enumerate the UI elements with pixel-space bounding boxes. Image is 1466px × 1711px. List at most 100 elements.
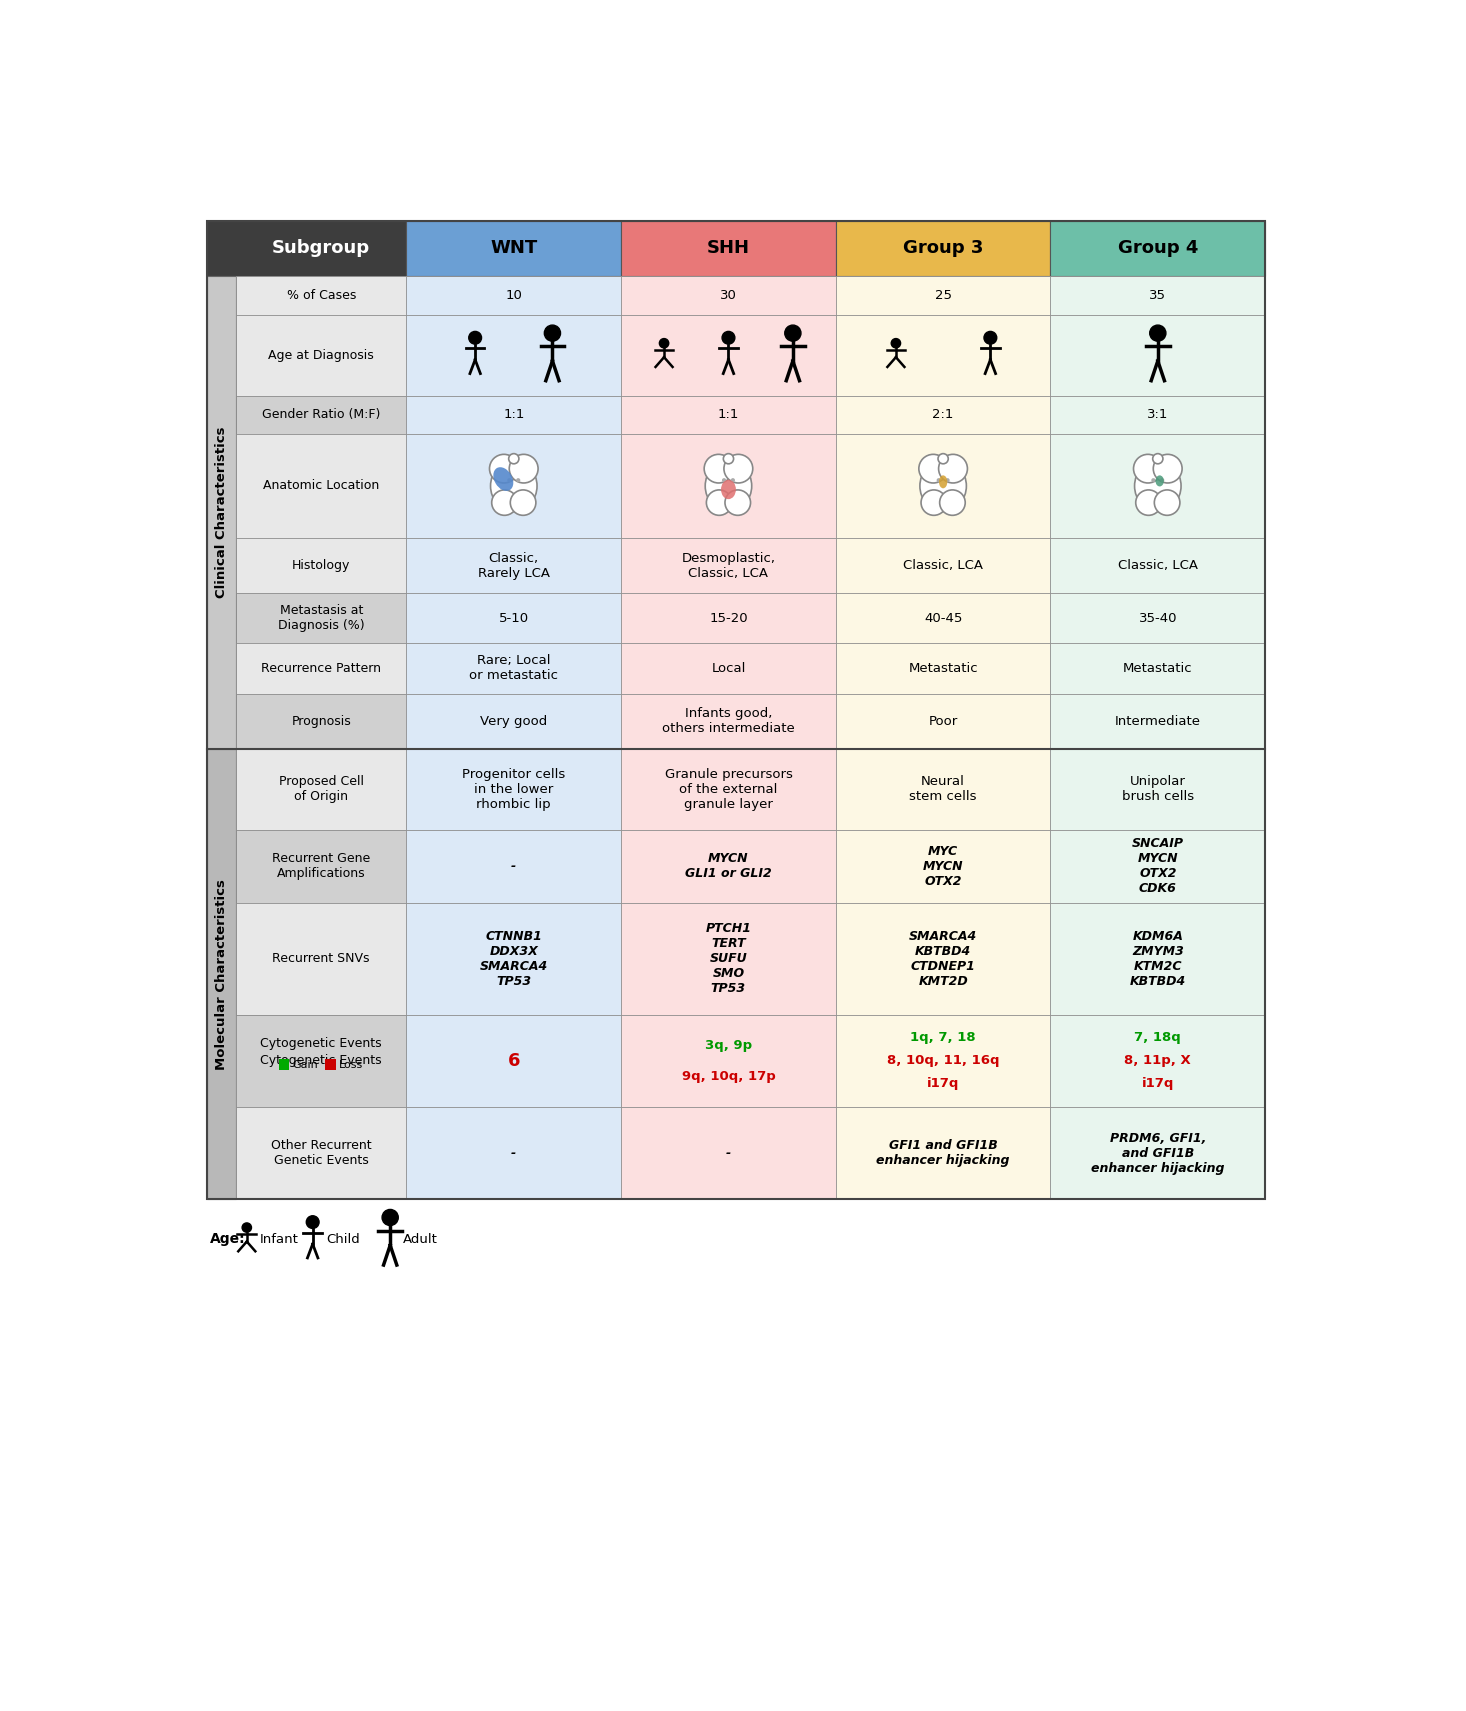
Bar	[207, 221, 406, 275]
Circle shape	[469, 332, 481, 344]
Text: 1q, 7, 18: 1q, 7, 18	[910, 1032, 976, 1044]
Circle shape	[1151, 477, 1155, 483]
Text: KDM6A
ZMYM3
KTM2C
KBTBD4: KDM6A ZMYM3 KTM2C KBTBD4	[1130, 929, 1186, 987]
Text: WNT: WNT	[490, 240, 538, 257]
Bar	[836, 435, 1051, 537]
Text: CTNNB1
DDX3X
SMARCA4
TP53: CTNNB1 DDX3X SMARCA4 TP53	[479, 929, 548, 987]
Ellipse shape	[491, 460, 537, 512]
Circle shape	[940, 489, 965, 515]
Bar	[836, 1015, 1051, 1107]
Text: 30: 30	[720, 289, 737, 301]
Text: Cytogenetic Events: Cytogenetic Events	[261, 1037, 383, 1051]
Bar	[406, 749, 622, 830]
Bar	[406, 395, 622, 435]
Text: Intermediate: Intermediate	[1114, 715, 1201, 727]
Circle shape	[921, 489, 947, 515]
Text: 3q, 9p: 3q, 9p	[705, 1039, 752, 1052]
Bar	[1051, 395, 1265, 435]
Bar	[836, 830, 1051, 903]
Circle shape	[938, 453, 949, 464]
Bar	[406, 537, 622, 594]
Text: Metastatic: Metastatic	[1123, 662, 1193, 674]
Bar	[406, 830, 622, 903]
Text: Gender Ratio (M:F): Gender Ratio (M:F)	[262, 409, 380, 421]
Text: 7, 18q: 7, 18q	[1135, 1032, 1182, 1044]
Bar	[406, 315, 622, 395]
Text: Classic,
Rarely LCA: Classic, Rarely LCA	[478, 551, 550, 580]
Bar	[836, 643, 1051, 693]
Circle shape	[937, 477, 941, 483]
Bar	[1051, 435, 1265, 537]
Text: Recurrent Gene
Amplifications: Recurrent Gene Amplifications	[273, 852, 371, 881]
Text: 25: 25	[935, 289, 951, 301]
Text: Local: Local	[711, 662, 746, 674]
Bar	[236, 537, 406, 594]
Text: Cytogenetic Events: Cytogenetic Events	[261, 1054, 383, 1068]
Circle shape	[723, 332, 734, 344]
Circle shape	[723, 453, 733, 464]
Text: Recurrence Pattern: Recurrence Pattern	[261, 662, 381, 674]
Circle shape	[490, 455, 519, 483]
Circle shape	[306, 1217, 320, 1228]
Text: Histology: Histology	[292, 559, 350, 571]
Bar	[836, 594, 1051, 643]
Circle shape	[984, 332, 997, 344]
Bar	[406, 275, 622, 315]
Text: 1:1: 1:1	[718, 409, 739, 421]
Circle shape	[544, 325, 560, 340]
Bar	[1051, 903, 1265, 1015]
Text: Group 3: Group 3	[903, 240, 984, 257]
Text: Progenitor cells
in the lower
rhombic lip: Progenitor cells in the lower rhombic li…	[462, 768, 566, 811]
Text: Loss: Loss	[339, 1059, 364, 1069]
Text: i17q: i17q	[1142, 1078, 1174, 1090]
Text: Adult: Adult	[403, 1234, 438, 1246]
Bar	[1051, 749, 1265, 830]
Bar	[836, 315, 1051, 395]
Bar	[836, 749, 1051, 830]
Bar	[207, 275, 236, 749]
Text: SHH: SHH	[707, 240, 751, 257]
Text: 35: 35	[1149, 289, 1167, 301]
Text: 15-20: 15-20	[710, 613, 748, 625]
Text: % of Cases: % of Cases	[286, 289, 356, 301]
Text: Recurrent SNVs: Recurrent SNVs	[273, 953, 369, 965]
Ellipse shape	[721, 479, 736, 500]
Bar	[406, 693, 622, 749]
Ellipse shape	[494, 467, 513, 491]
Circle shape	[1149, 325, 1165, 340]
Bar	[622, 315, 836, 395]
Text: 9q, 10q, 17p: 9q, 10q, 17p	[682, 1069, 776, 1083]
Text: Unipolar
brush cells: Unipolar brush cells	[1121, 775, 1193, 804]
Bar	[406, 435, 622, 537]
Text: Age:: Age:	[211, 1232, 246, 1246]
Circle shape	[724, 455, 752, 483]
Bar	[1051, 643, 1265, 693]
Text: Rare; Local
or metastatic: Rare; Local or metastatic	[469, 655, 559, 683]
Text: Poor: Poor	[928, 715, 957, 727]
Bar	[622, 693, 836, 749]
Bar	[236, 315, 406, 395]
Text: PRDM6, GFI1,
and GFI1B
enhancer hijacking: PRDM6, GFI1, and GFI1B enhancer hijackin…	[1091, 1131, 1224, 1175]
Bar	[279, 1059, 289, 1069]
Bar	[207, 749, 236, 1199]
Bar	[1051, 1015, 1265, 1107]
Circle shape	[491, 489, 517, 515]
Bar	[836, 395, 1051, 435]
Bar	[622, 221, 836, 275]
Text: Infants good,
others intermediate: Infants good, others intermediate	[663, 707, 795, 736]
Circle shape	[946, 477, 950, 483]
Bar	[836, 903, 1051, 1015]
Text: MYC
MYCN
OTX2: MYC MYCN OTX2	[922, 845, 963, 888]
Circle shape	[891, 339, 900, 347]
Bar	[236, 594, 406, 643]
Text: Infant: Infant	[259, 1234, 299, 1246]
Bar	[1051, 693, 1265, 749]
Circle shape	[730, 477, 734, 483]
Ellipse shape	[705, 460, 752, 512]
Circle shape	[510, 489, 537, 515]
Bar	[622, 594, 836, 643]
Circle shape	[704, 455, 733, 483]
Text: 2:1: 2:1	[932, 409, 954, 421]
Bar	[236, 693, 406, 749]
Bar	[622, 643, 836, 693]
